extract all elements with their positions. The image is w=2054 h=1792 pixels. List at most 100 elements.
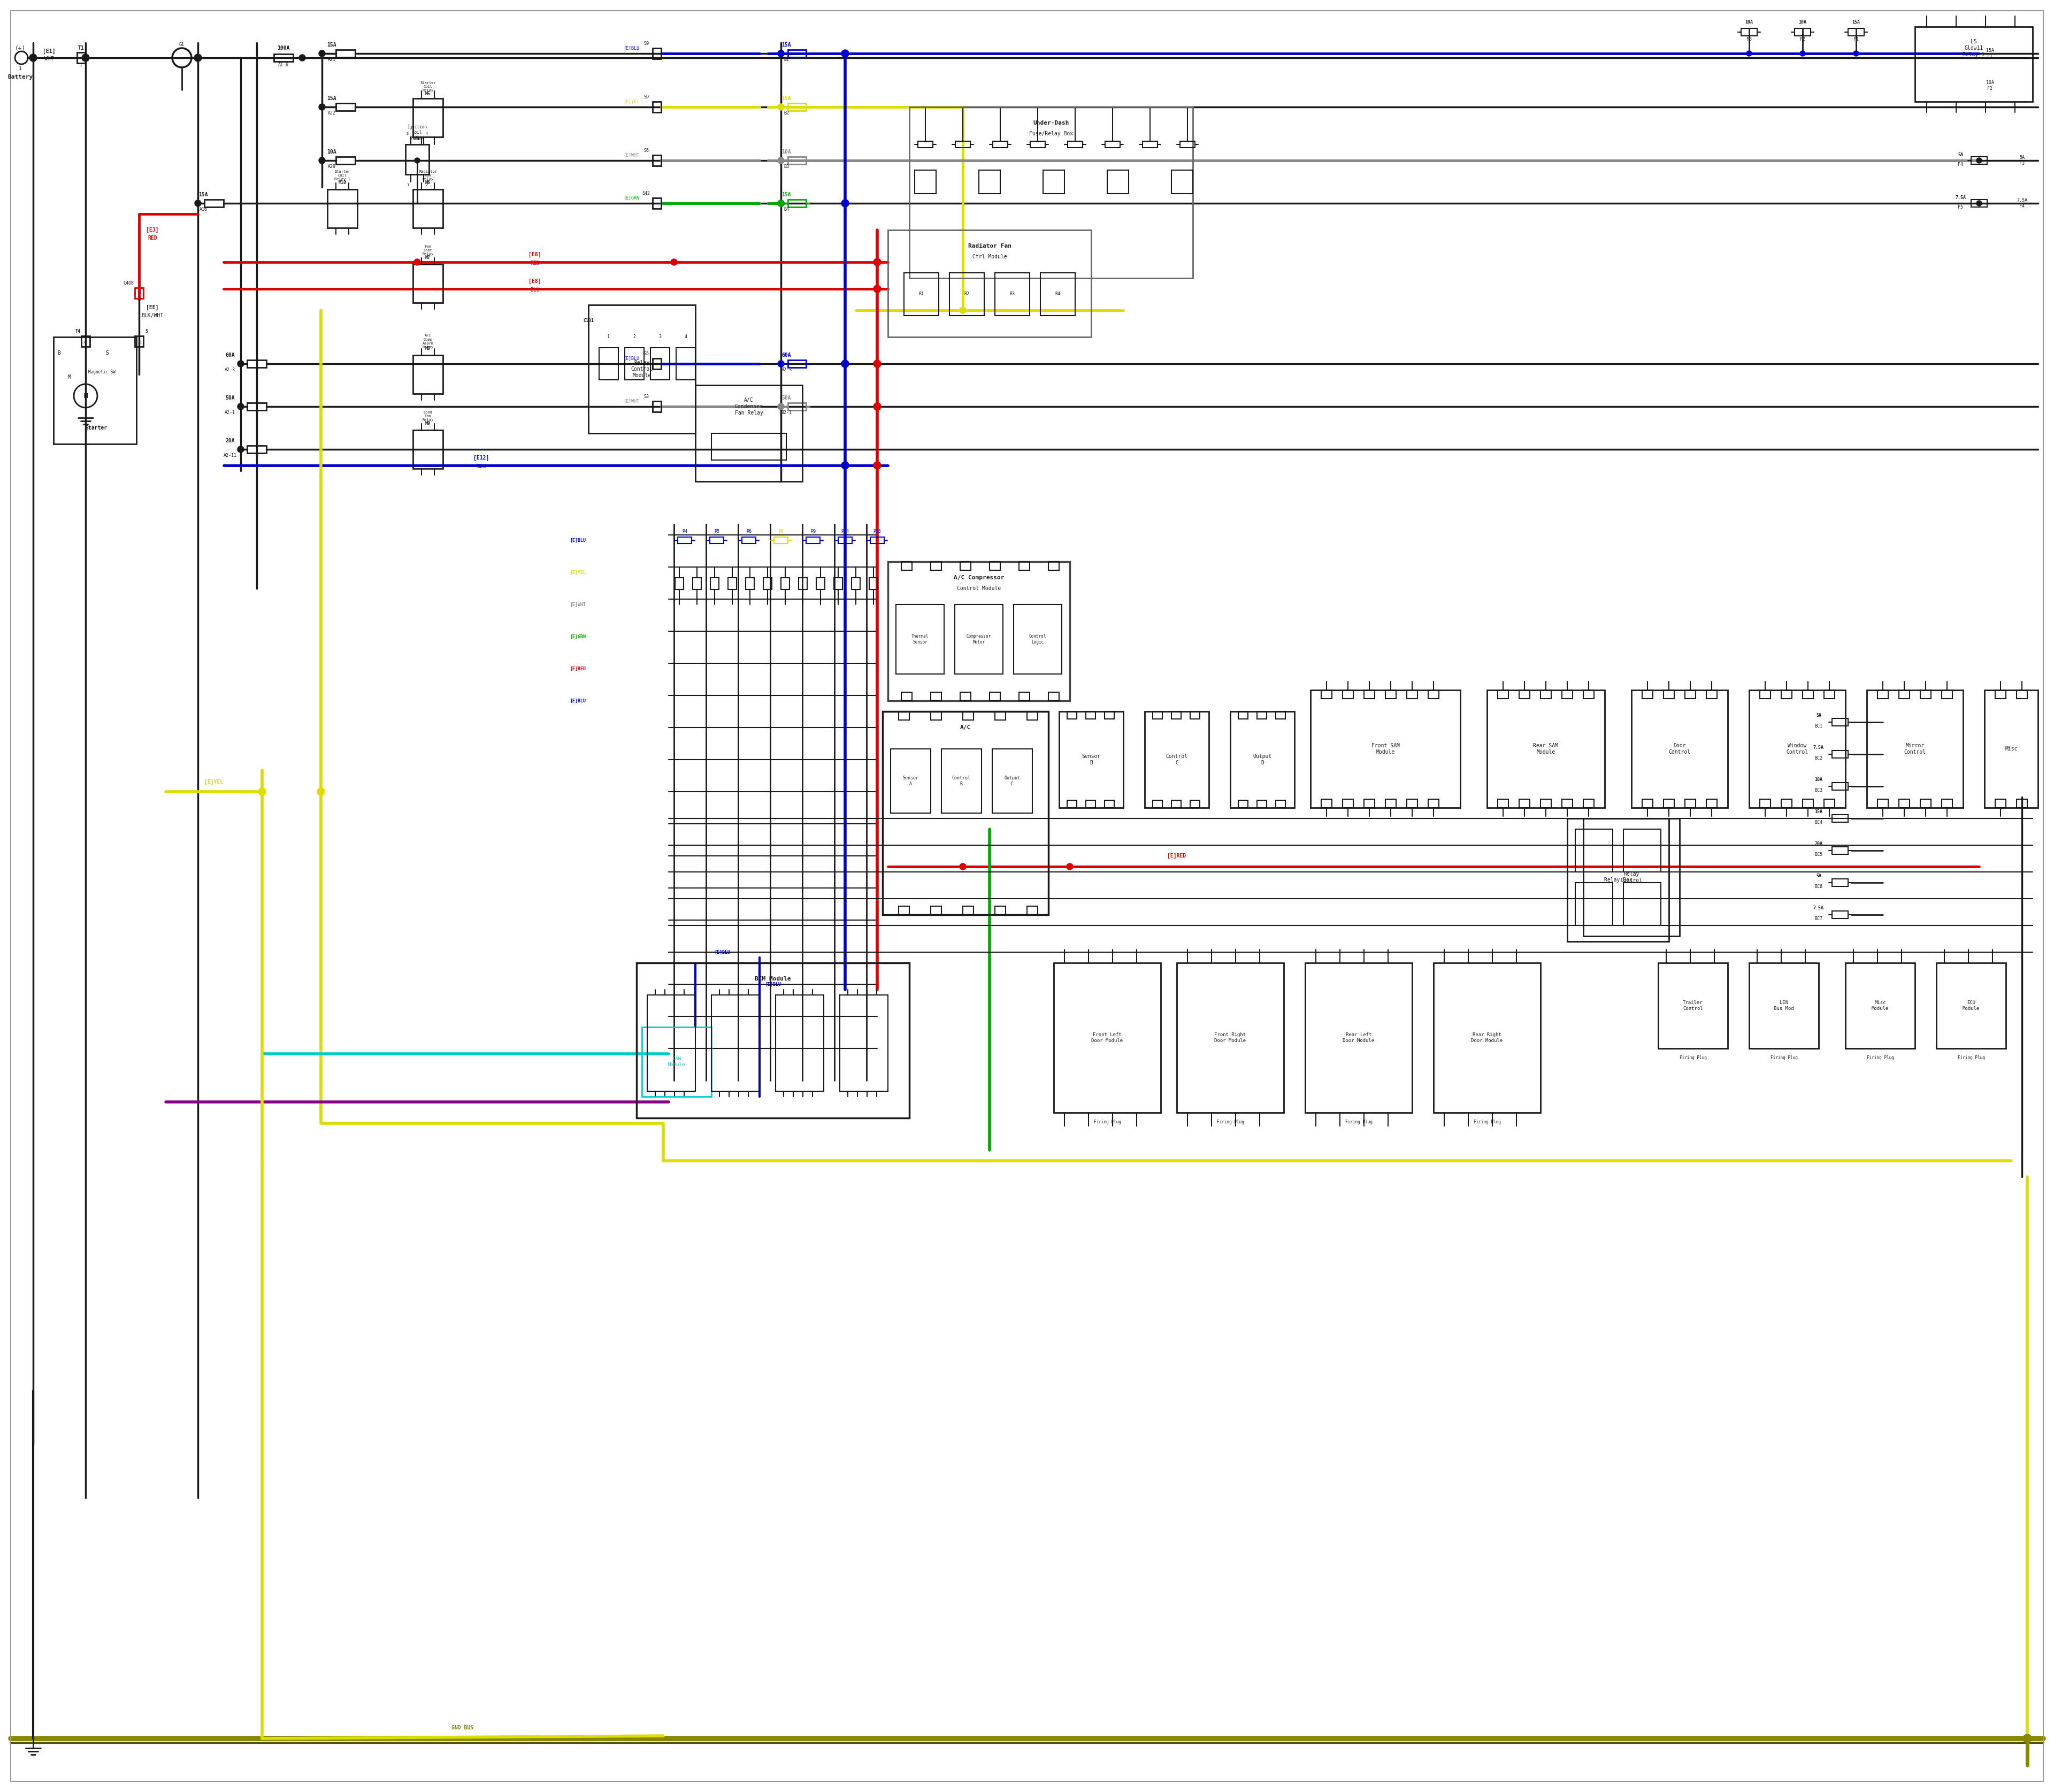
Bar bbox=[930, 692, 941, 701]
Bar bbox=[641, 1027, 711, 1097]
Bar bbox=[1941, 690, 1953, 699]
Text: B2-3: B2-3 bbox=[781, 367, 791, 373]
Bar bbox=[653, 102, 661, 113]
Circle shape bbox=[778, 201, 785, 206]
Circle shape bbox=[1746, 50, 1752, 56]
Bar bbox=[887, 561, 1070, 701]
Bar bbox=[1019, 692, 1029, 701]
Text: S9: S9 bbox=[643, 95, 649, 100]
Text: CAN
Module: CAN Module bbox=[668, 1057, 686, 1066]
Circle shape bbox=[778, 201, 785, 206]
Text: (+): (+) bbox=[14, 45, 27, 50]
Text: A/C Compressor: A/C Compressor bbox=[953, 575, 1004, 581]
Bar bbox=[1561, 690, 1573, 699]
Text: 10A: 10A bbox=[783, 149, 791, 154]
Text: 15A: 15A bbox=[783, 192, 791, 197]
Text: P8: P8 bbox=[778, 529, 785, 534]
Text: [E]BLU: [E]BLU bbox=[569, 699, 585, 702]
Bar bbox=[413, 99, 444, 136]
Circle shape bbox=[238, 403, 244, 410]
Text: 15A: 15A bbox=[327, 43, 337, 48]
Text: M4: M4 bbox=[415, 136, 419, 142]
Text: M: M bbox=[84, 392, 88, 400]
Bar bbox=[994, 711, 1006, 720]
Bar bbox=[1177, 962, 1284, 1113]
Bar bbox=[1540, 799, 1551, 808]
Text: S5: S5 bbox=[643, 351, 649, 357]
Text: [E]WHT: [E]WHT bbox=[622, 400, 639, 403]
Bar bbox=[1664, 690, 1674, 699]
Bar bbox=[1832, 848, 1849, 855]
Bar bbox=[1321, 799, 1331, 808]
Text: C408: C408 bbox=[123, 281, 134, 287]
Bar bbox=[1027, 711, 1037, 720]
Bar bbox=[1760, 799, 1771, 808]
Bar bbox=[781, 577, 789, 590]
Bar bbox=[1239, 711, 1249, 719]
Text: M8: M8 bbox=[425, 346, 431, 351]
Text: Relay Box: Relay Box bbox=[1604, 878, 1633, 883]
Text: 15A: 15A bbox=[327, 95, 337, 100]
Bar bbox=[1877, 690, 1888, 699]
Bar bbox=[789, 199, 805, 208]
Bar bbox=[1152, 801, 1163, 808]
Bar bbox=[1575, 883, 1612, 925]
Bar bbox=[711, 434, 787, 461]
Text: Thermal
Sensor: Thermal Sensor bbox=[912, 634, 928, 645]
Text: Firing Plug: Firing Plug bbox=[1216, 1120, 1245, 1125]
Text: S: S bbox=[105, 351, 109, 357]
Text: 1: 1 bbox=[608, 335, 610, 339]
Bar bbox=[711, 995, 760, 1091]
Text: P4: P4 bbox=[682, 529, 688, 534]
Bar bbox=[1239, 801, 1249, 808]
Text: 1: 1 bbox=[140, 292, 142, 294]
Bar bbox=[1832, 751, 1849, 758]
Bar bbox=[1384, 799, 1397, 808]
Circle shape bbox=[959, 864, 965, 869]
Bar bbox=[246, 360, 267, 367]
Bar bbox=[647, 995, 696, 1091]
Bar bbox=[1684, 799, 1697, 808]
Bar bbox=[1343, 690, 1354, 699]
Text: 10A: 10A bbox=[1814, 778, 1822, 783]
Text: Rear Right
Door Module: Rear Right Door Module bbox=[1471, 1032, 1504, 1043]
Bar bbox=[840, 995, 887, 1091]
Bar bbox=[902, 692, 912, 701]
Bar bbox=[1276, 711, 1286, 719]
Bar bbox=[1107, 170, 1128, 194]
Bar bbox=[1142, 142, 1158, 147]
Text: Magnetic SW: Magnetic SW bbox=[88, 369, 115, 375]
Text: Sensor
B: Sensor B bbox=[1082, 754, 1101, 765]
Text: 10A: 10A bbox=[327, 149, 337, 154]
Circle shape bbox=[1976, 201, 1982, 206]
Text: P5: P5 bbox=[715, 529, 719, 534]
Bar bbox=[1750, 690, 1844, 808]
Bar bbox=[1384, 690, 1397, 699]
Bar bbox=[1144, 711, 1210, 808]
Circle shape bbox=[238, 360, 244, 367]
Circle shape bbox=[300, 54, 306, 61]
Bar bbox=[789, 104, 805, 111]
Circle shape bbox=[842, 360, 848, 367]
Text: Misc
Module: Misc Module bbox=[1871, 1000, 1890, 1011]
Bar bbox=[1019, 561, 1029, 570]
Text: 7.5A: 7.5A bbox=[1955, 195, 1966, 201]
Bar bbox=[1068, 801, 1076, 808]
Text: Starter: Starter bbox=[86, 425, 107, 430]
Bar bbox=[2017, 799, 2027, 808]
Text: Door
Control: Door Control bbox=[1668, 744, 1690, 754]
Bar bbox=[992, 142, 1009, 147]
Circle shape bbox=[238, 446, 244, 453]
Bar bbox=[1087, 801, 1095, 808]
Bar bbox=[852, 577, 861, 590]
Text: BC6: BC6 bbox=[1814, 885, 1822, 889]
Bar bbox=[1844, 962, 1914, 1048]
Text: A1-6: A1-6 bbox=[277, 63, 290, 68]
Bar bbox=[653, 401, 661, 412]
Bar bbox=[651, 348, 670, 380]
Bar bbox=[405, 145, 429, 174]
Text: S6: S6 bbox=[643, 149, 649, 154]
Bar bbox=[838, 538, 852, 543]
Bar bbox=[955, 142, 969, 147]
Bar bbox=[930, 711, 941, 720]
